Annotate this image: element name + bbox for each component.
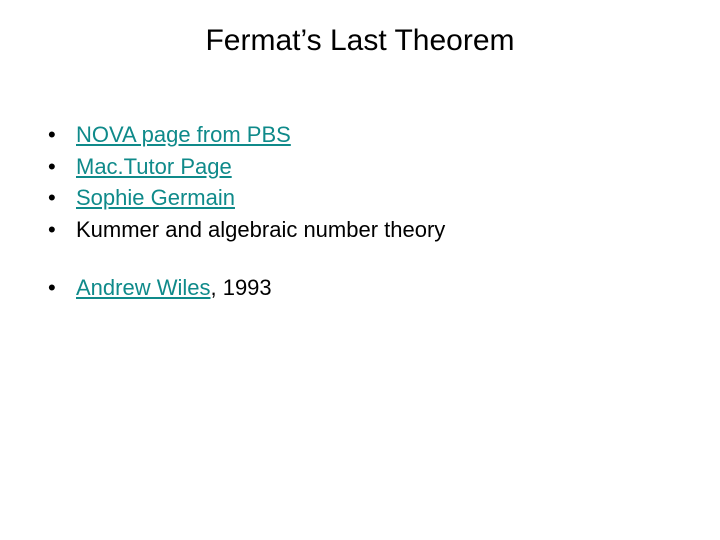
bullet-text-kummer: Kummer and algebraic number theory (76, 215, 445, 245)
bullet-item: • NOVA page from PBS (48, 120, 445, 150)
link-sophie-germain[interactable]: Sophie Germain (76, 183, 235, 213)
bullet-item: • Sophie Germain (48, 183, 445, 213)
slide: Fermat’s Last Theorem • NOVA page from P… (0, 0, 720, 540)
bullet-icon: • (48, 152, 76, 182)
bullet-item: • Mac.Tutor Page (48, 152, 445, 182)
spacer (48, 247, 445, 273)
link-andrew-wiles[interactable]: Andrew Wiles (76, 275, 210, 300)
bullet-icon: • (48, 120, 76, 150)
bullet-text-year: , 1993 (210, 275, 271, 300)
slide-body: • NOVA page from PBS • Mac.Tutor Page • … (48, 120, 445, 304)
bullet-icon: • (48, 273, 76, 303)
slide-title: Fermat’s Last Theorem (0, 24, 720, 58)
bullet-item: • Andrew Wiles, 1993 (48, 273, 445, 303)
bullet-icon: • (48, 215, 76, 245)
link-nova-pbs[interactable]: NOVA page from PBS (76, 120, 291, 150)
bullet-icon: • (48, 183, 76, 213)
bullet-content: Andrew Wiles, 1993 (76, 273, 272, 303)
bullet-item: • Kummer and algebraic number theory (48, 215, 445, 245)
link-mactutor[interactable]: Mac.Tutor Page (76, 152, 232, 182)
